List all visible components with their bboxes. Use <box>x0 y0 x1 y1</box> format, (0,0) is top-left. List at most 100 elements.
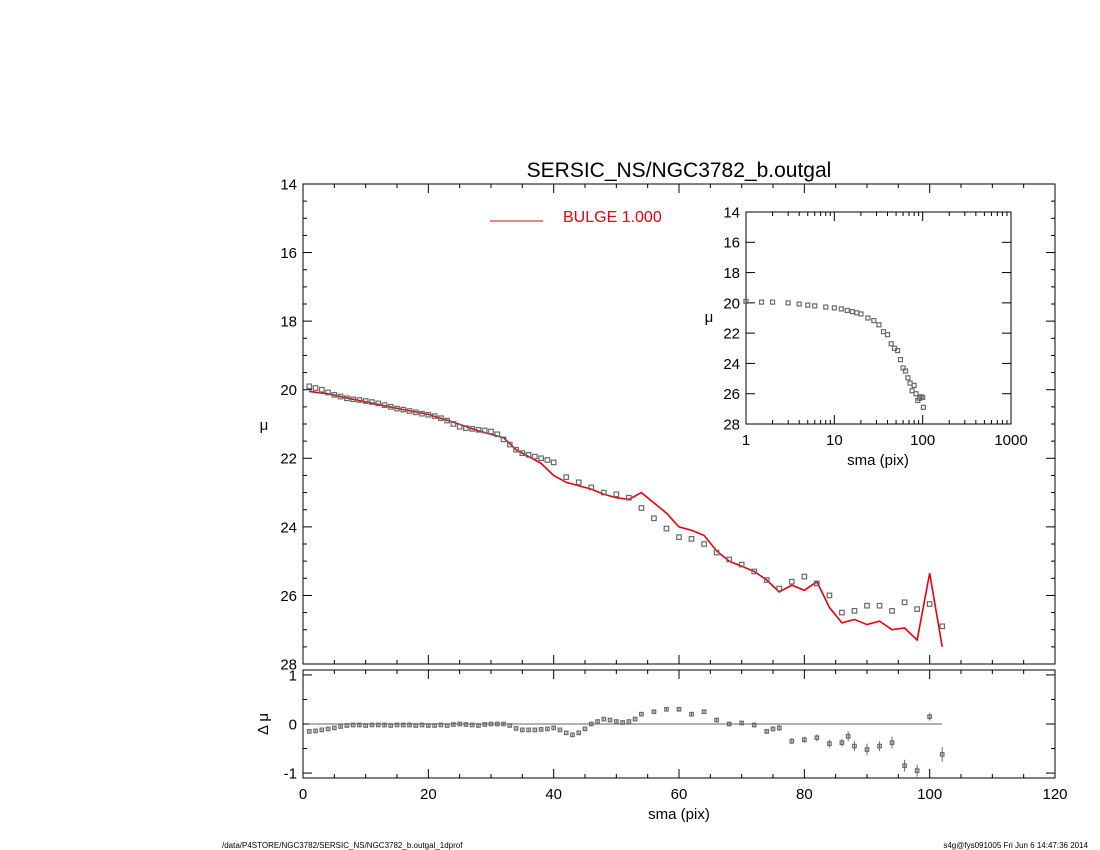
data-point <box>306 729 312 734</box>
y-tick-label: 28 <box>280 656 297 673</box>
data-point <box>751 568 758 575</box>
data-point <box>920 404 927 410</box>
data-point <box>769 299 776 305</box>
x-tick-label: 120 <box>1042 786 1067 803</box>
data-point <box>532 453 538 460</box>
data-point <box>563 730 569 736</box>
data-point <box>425 723 431 728</box>
data-point <box>481 427 488 434</box>
data-point <box>412 409 419 416</box>
data-point <box>751 722 757 728</box>
data-point <box>519 450 526 456</box>
data-point <box>651 515 657 522</box>
data-point <box>369 399 375 405</box>
data-point <box>845 733 851 739</box>
data-point <box>889 608 895 614</box>
data-point <box>663 525 670 532</box>
y-tick-label: 22 <box>723 326 740 343</box>
data-point <box>507 723 513 728</box>
y-tick-label: 22 <box>280 451 297 468</box>
data-point <box>864 602 870 609</box>
data-point <box>538 455 544 462</box>
y-tick-label: 20 <box>280 382 297 399</box>
y-axis-label: μ <box>260 417 269 434</box>
data-point <box>796 301 802 307</box>
data-point <box>325 389 331 396</box>
data-point <box>550 459 557 466</box>
y-tick-label: 1 <box>289 667 297 684</box>
data-point <box>888 341 894 347</box>
data-point <box>814 580 820 587</box>
data-point <box>844 307 850 314</box>
data-point <box>312 385 319 391</box>
data-point <box>812 303 818 309</box>
data-point <box>926 601 933 607</box>
data-point <box>488 428 494 435</box>
data-point <box>838 306 844 312</box>
data-point <box>894 347 901 354</box>
data-point <box>457 721 463 727</box>
data-point <box>444 417 450 424</box>
data-point <box>763 577 770 583</box>
data-point <box>382 722 387 728</box>
data-point <box>526 727 531 733</box>
model-line <box>309 390 943 647</box>
data-point <box>344 395 350 402</box>
data-point <box>545 726 550 732</box>
data-point <box>713 549 720 556</box>
data-point <box>743 298 749 304</box>
x-tick-label: 10 <box>826 432 843 449</box>
data-point <box>413 723 419 728</box>
data-point <box>419 722 425 728</box>
data-point <box>407 722 412 728</box>
data-point <box>400 406 407 413</box>
data-point <box>626 494 632 501</box>
data-point <box>889 740 895 746</box>
data-point <box>506 441 513 448</box>
data-point <box>789 738 795 744</box>
data-point <box>876 322 882 328</box>
x-tick-label: 60 <box>671 786 688 803</box>
data-point <box>494 721 500 727</box>
data-point <box>576 730 582 736</box>
y-tick-label: 28 <box>723 416 740 433</box>
data-point <box>701 541 707 547</box>
data-point <box>331 725 337 731</box>
data-point <box>375 400 382 407</box>
data-point <box>362 398 369 404</box>
data-point <box>880 329 887 335</box>
data-point <box>676 706 682 712</box>
data-point <box>463 722 469 727</box>
data-point <box>388 723 394 728</box>
data-point <box>551 725 557 731</box>
data-point <box>444 723 450 728</box>
data-point <box>864 747 870 752</box>
data-point <box>776 585 783 592</box>
data-point <box>394 405 400 412</box>
data-point <box>406 408 413 414</box>
data-point <box>469 722 475 728</box>
data-point <box>500 436 507 443</box>
chart-title: SERSIC_NS/NGC3782_b.outgal <box>527 159 832 182</box>
main-panel: 14 16 18 20 22 24 26 28 μ BULGE 1.000 <box>260 176 1056 673</box>
data-point <box>482 722 488 727</box>
data-point <box>688 536 695 542</box>
data-point <box>432 723 437 728</box>
data-point <box>884 332 891 338</box>
data-point <box>902 368 909 374</box>
data-point <box>831 305 837 311</box>
data-point <box>701 709 707 715</box>
data-point <box>600 489 607 496</box>
data-point <box>914 606 920 612</box>
data-point <box>871 317 877 324</box>
data-point <box>350 722 356 728</box>
y-tick-label: 18 <box>280 314 297 331</box>
data-point <box>902 763 907 769</box>
data-point <box>451 722 456 727</box>
data-point <box>620 720 625 725</box>
data-point <box>538 727 544 732</box>
data-point <box>858 311 864 317</box>
data-point <box>331 392 338 398</box>
data-point <box>306 383 313 390</box>
